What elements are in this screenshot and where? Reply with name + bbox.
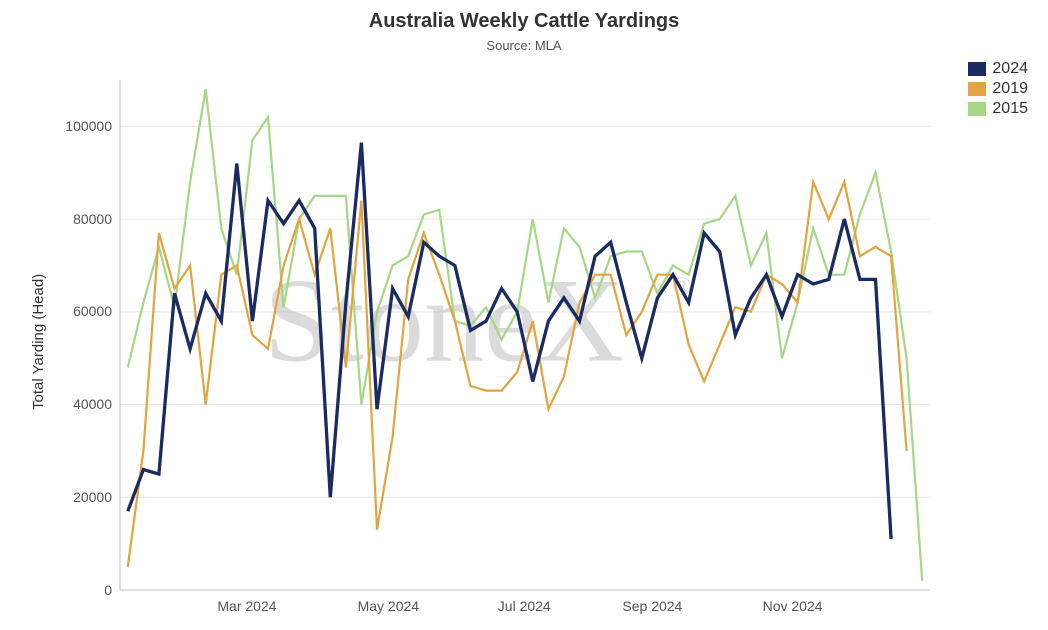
chart-container: { "title": { "text": "Australia Weekly C…	[0, 0, 1048, 630]
y-tick-label: 20000	[73, 489, 112, 505]
x-tick-label: Mar 2024	[217, 598, 276, 614]
legend-label: 2024	[992, 60, 1028, 78]
legend-label: 2015	[992, 100, 1028, 118]
legend: 2024 2019 2015	[968, 60, 1028, 120]
y-tick-label: 40000	[73, 396, 112, 412]
chart-svg: StoneX®	[0, 0, 1048, 630]
y-tick-label: 100000	[65, 118, 112, 134]
x-tick-label: Nov 2024	[763, 598, 823, 614]
y-tick-label: 0	[104, 582, 112, 598]
legend-swatch	[968, 62, 986, 76]
legend-item: 2024	[968, 60, 1028, 78]
legend-item: 2019	[968, 80, 1028, 98]
legend-item: 2015	[968, 100, 1028, 118]
legend-swatch	[968, 102, 986, 116]
x-tick-label: Sep 2024	[622, 598, 682, 614]
y-tick-label: 60000	[73, 303, 112, 319]
x-tick-label: May 2024	[358, 598, 419, 614]
x-tick-label: Jul 2024	[498, 598, 551, 614]
legend-label: 2019	[992, 80, 1028, 98]
legend-swatch	[968, 82, 986, 96]
y-tick-label: 80000	[73, 211, 112, 227]
